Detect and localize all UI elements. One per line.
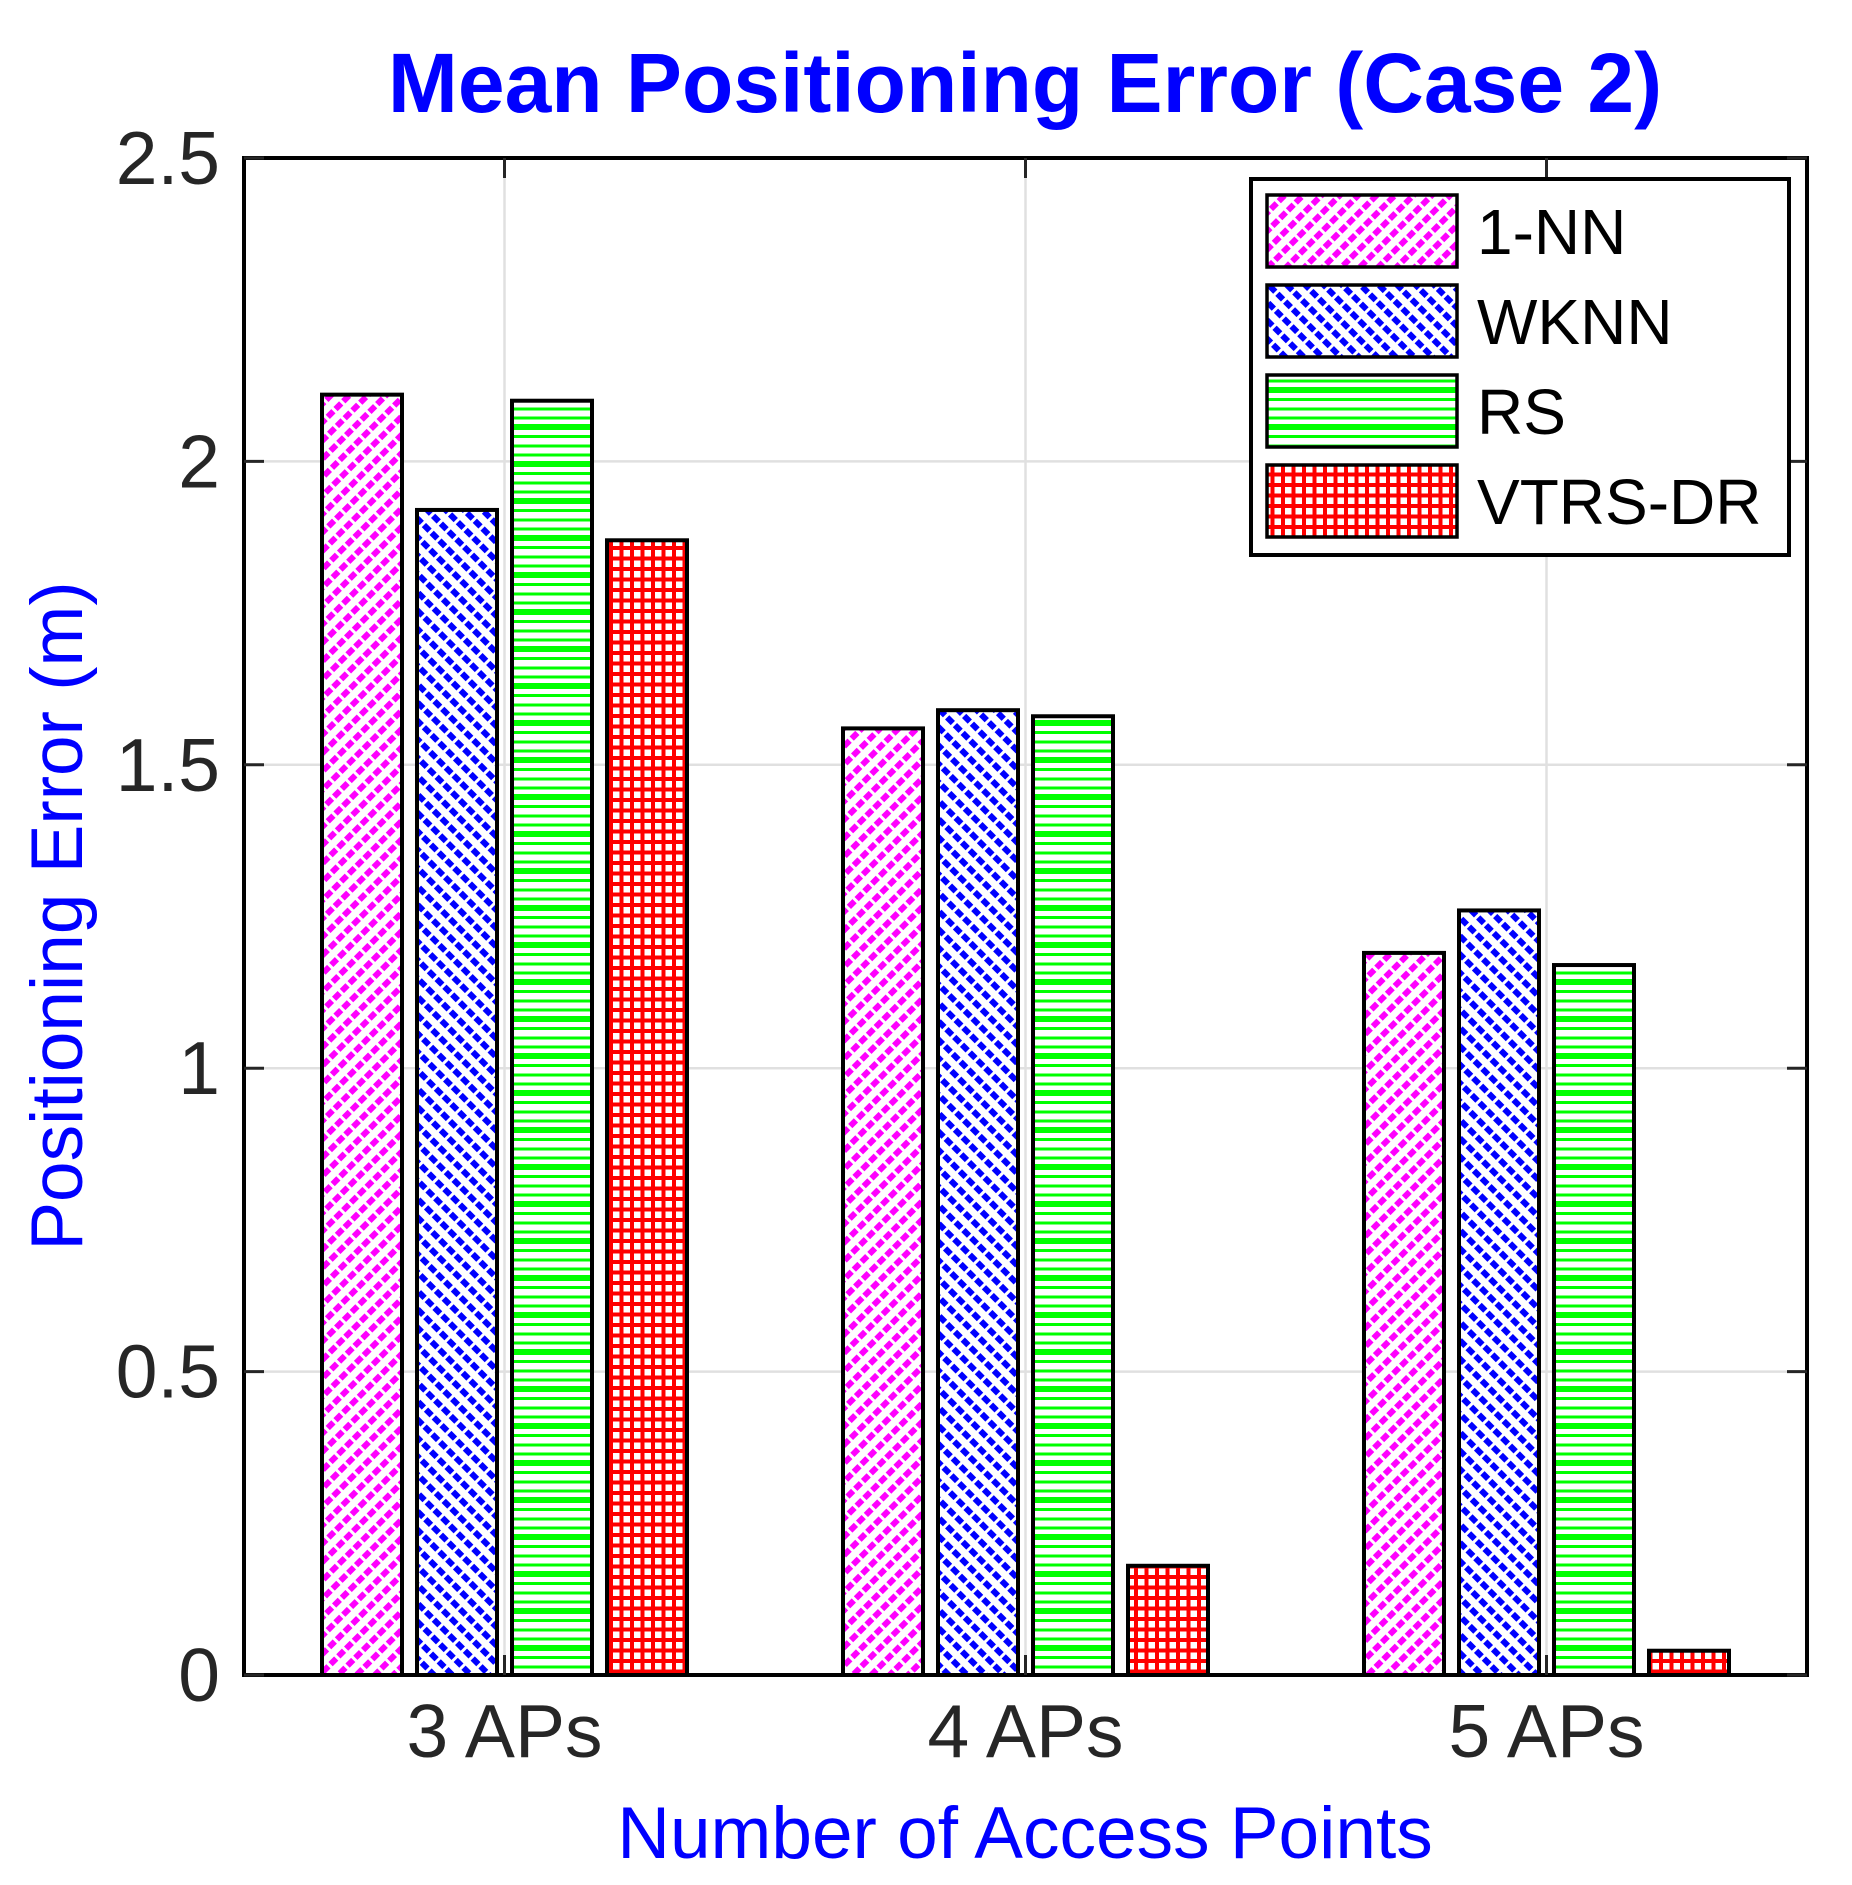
bar-4-aps-vtrs-dr: [1126, 1563, 1210, 1677]
bar-4-aps-wknn: [936, 708, 1020, 1677]
legend-row-1-nn: 1-NN: [1265, 193, 1626, 269]
legend-swatch-wknn: [1265, 283, 1459, 359]
y-tick-label-1.5: 1.5: [116, 723, 220, 807]
bar-3-aps-rs: [510, 398, 594, 1678]
y-tick-label-2.5: 2.5: [116, 116, 220, 200]
bar-3-aps-wknn: [415, 507, 499, 1678]
x-tick-label-4-aps: 4 APs: [928, 1689, 1124, 1773]
x-tick-label-3-aps: 3 APs: [407, 1689, 603, 1773]
gridlines: [244, 158, 1807, 1675]
legend-row-wknn: WKNN: [1265, 283, 1673, 359]
bar-5-aps-vtrs-dr: [1647, 1648, 1731, 1678]
bar-3-aps-1-nn: [320, 392, 404, 1678]
legend-label-vtrs-dr: VTRS-DR: [1477, 466, 1761, 538]
y-axis-label-group: Positioning Error (m): [17, 581, 98, 1250]
bar-5-aps-wknn: [1457, 908, 1541, 1677]
x-tick-label-5-aps: 5 APs: [1449, 1689, 1645, 1773]
y-tick-label-1: 1: [178, 1026, 220, 1110]
y-tick-label-0.5: 0.5: [116, 1330, 220, 1414]
legend: 1-NN WKNN RS VTRS-DR: [1249, 177, 1791, 557]
y-tick-label-0: 0: [178, 1633, 220, 1717]
legend-swatch-rs: [1265, 373, 1459, 449]
legend-label-1-nn: 1-NN: [1477, 196, 1626, 268]
chart-title: Mean Positioning Error (Case 2): [388, 36, 1662, 130]
bar-4-aps-rs: [1031, 714, 1115, 1677]
bar-5-aps-1-nn: [1362, 950, 1446, 1677]
bar-group-5-aps: [1362, 908, 1731, 1678]
legend-row-vtrs-dr: VTRS-DR: [1265, 463, 1761, 539]
bar-5-aps-rs: [1552, 963, 1636, 1677]
bar-3-aps-vtrs-dr: [605, 538, 689, 1677]
legend-swatch-vtrs-dr: [1265, 463, 1459, 539]
legend-label-rs: RS: [1477, 376, 1566, 448]
bar-group-4-aps: [841, 708, 1210, 1677]
legend-swatch-1-nn: [1265, 193, 1459, 269]
legend-row-rs: RS: [1265, 373, 1566, 449]
x-axis-label: Number of Access Points: [617, 1793, 1433, 1874]
tick-labels: 0 0.5 1 1.5 2 2.5 3 APs 4 APs 5 APs: [116, 116, 1645, 1773]
y-tick-label-2: 2: [178, 419, 220, 503]
legend-label-wknn: WKNN: [1477, 286, 1673, 358]
bar-4-aps-1-nn: [841, 726, 925, 1677]
y-axis-label: Positioning Error (m): [17, 581, 98, 1250]
